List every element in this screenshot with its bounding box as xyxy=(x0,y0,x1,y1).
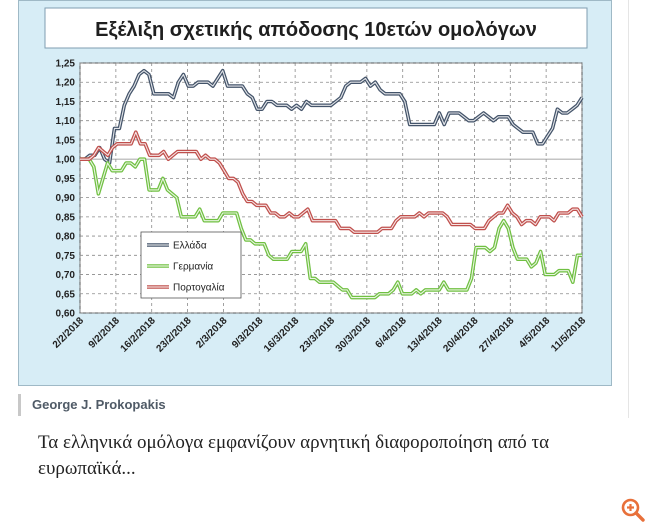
x-tick-label: 2/3/2018 xyxy=(194,315,230,351)
y-tick-label: 1,15 xyxy=(56,97,76,108)
chart-image[interactable]: Εξέλιξη σχετικής απόδοσης 10ετών ομολόγω… xyxy=(18,0,612,386)
legend-label: Πορτογαλία xyxy=(173,282,225,294)
author-bar: George J. Prokopakis xyxy=(18,394,610,416)
x-tick-label: 16/2/2018 xyxy=(119,315,159,355)
x-tick-label: 4/5/2018 xyxy=(517,315,553,351)
y-axis: 1,25 1,20 1,15 1,10 1,05 1,00 0,95 0,90 0,85 0,80… xyxy=(56,59,76,320)
y-tick-label: 0,95 xyxy=(56,174,76,185)
series-line-1 xyxy=(80,70,583,164)
x-tick-label: 23/3/2018 xyxy=(298,315,338,355)
y-tick-label: 0,80 xyxy=(56,232,76,243)
chart-title: Εξέλιξη σχετικής απόδοσης 10ετών ομολόγω… xyxy=(95,19,537,41)
gridlines xyxy=(79,62,583,314)
y-tick-label: 0,65 xyxy=(56,289,76,300)
x-tick-label: 2/2/2018 xyxy=(51,315,87,351)
x-tick-label: 11/5/2018 xyxy=(549,315,588,354)
y-tick-label: 1,05 xyxy=(56,135,76,146)
y-tick-label: 0,85 xyxy=(56,212,76,223)
article-caption: Τα ελληνικά ομόλογα εμφανίζουν αρνητική … xyxy=(38,432,550,479)
y-tick-label: 1,25 xyxy=(56,59,76,70)
y-tick-label: 1,00 xyxy=(56,155,76,166)
chart-plot: Εξέλιξη σχετικής απόδοσης 10ετών ομολόγω… xyxy=(44,7,589,355)
y-tick-label: 1,20 xyxy=(56,78,76,89)
series-lines xyxy=(80,68,584,300)
zoom-in-icon xyxy=(621,498,645,522)
x-tick-label: 13/4/2018 xyxy=(405,315,445,355)
legend: Ελλάδα Γερμανία Πορτογαλία xyxy=(140,231,242,299)
y-tick-label: 0,60 xyxy=(56,309,76,320)
chart-title-box xyxy=(44,7,588,49)
author-name: George J. Prokopakis xyxy=(32,397,166,412)
series-line-2 xyxy=(80,158,582,299)
x-tick-label: 9/3/2018 xyxy=(230,315,266,351)
legend-label: Ελλάδα xyxy=(173,240,207,252)
x-tick-label: 20/4/2018 xyxy=(441,315,481,355)
x-tick-label: 16/3/2018 xyxy=(262,315,302,355)
y-tick-label: 0,70 xyxy=(56,270,76,281)
x-tick-label: 23/2/2018 xyxy=(154,315,194,355)
x-tick-label: 9/2/2018 xyxy=(87,315,123,351)
legend-label: Γερμανία xyxy=(173,261,213,273)
x-tick-label: 6/4/2018 xyxy=(374,315,410,351)
article-card: Εξέλιξη σχετικής απόδοσης 10ετών ομολόγω… xyxy=(18,0,629,418)
x-tick-label: 27/4/2018 xyxy=(477,315,517,355)
zoom-button[interactable] xyxy=(620,497,646,523)
y-tick-label: 0,90 xyxy=(56,193,76,204)
x-tick-label: 30/3/2018 xyxy=(334,315,374,355)
series-line-3 xyxy=(80,131,583,233)
y-tick-label: 0,75 xyxy=(56,251,76,262)
y-tick-label: 1,10 xyxy=(56,116,76,127)
